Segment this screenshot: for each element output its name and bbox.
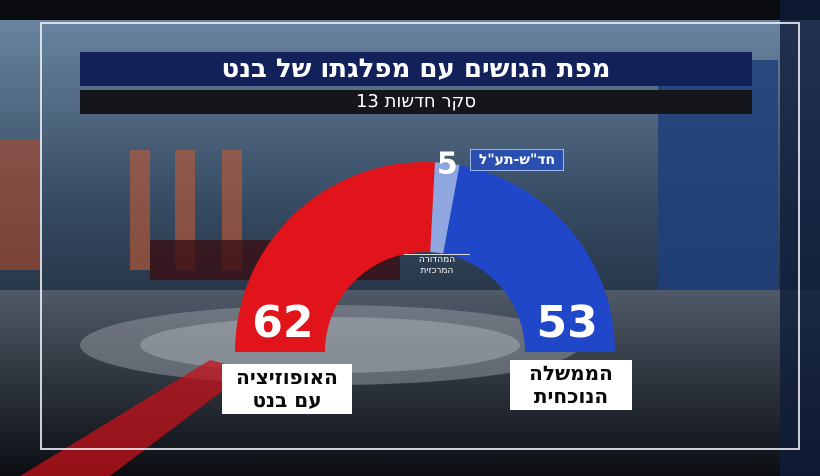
value-label-current-government: 53 [536, 297, 597, 348]
opposition-label-line-2: עם בנט [252, 388, 322, 412]
government-label-line-2: הנוכחית [533, 384, 609, 408]
chart-title: מפת הגושים עם מפלגתו של בנט [80, 52, 752, 86]
channel-13-logo: המהדורה המרכזית [404, 254, 470, 281]
value-label-opposition: 62 [252, 297, 313, 348]
opposition-label: האופוזיציה עם בנט [222, 364, 352, 414]
chart-subtitle: סקר חדשות 13 [80, 90, 752, 114]
logo-line-1: המהדורה [418, 255, 456, 265]
opposition-label-line-1: האופוזיציה [236, 365, 338, 389]
government-label-line-1: הממשלה [529, 361, 613, 385]
segment-hadash-taal [430, 162, 460, 254]
graphic-frame [40, 22, 800, 450]
logo-line-2: המרכזית [420, 266, 454, 276]
segment-opposition [235, 161, 435, 352]
value-label-hadash-taal: 5 [437, 146, 458, 181]
government-label: הממשלה הנוכחית [510, 360, 632, 410]
hadash-taal-tag: חד"ש-תע"ל [470, 149, 564, 171]
segment-current-government [443, 165, 615, 352]
